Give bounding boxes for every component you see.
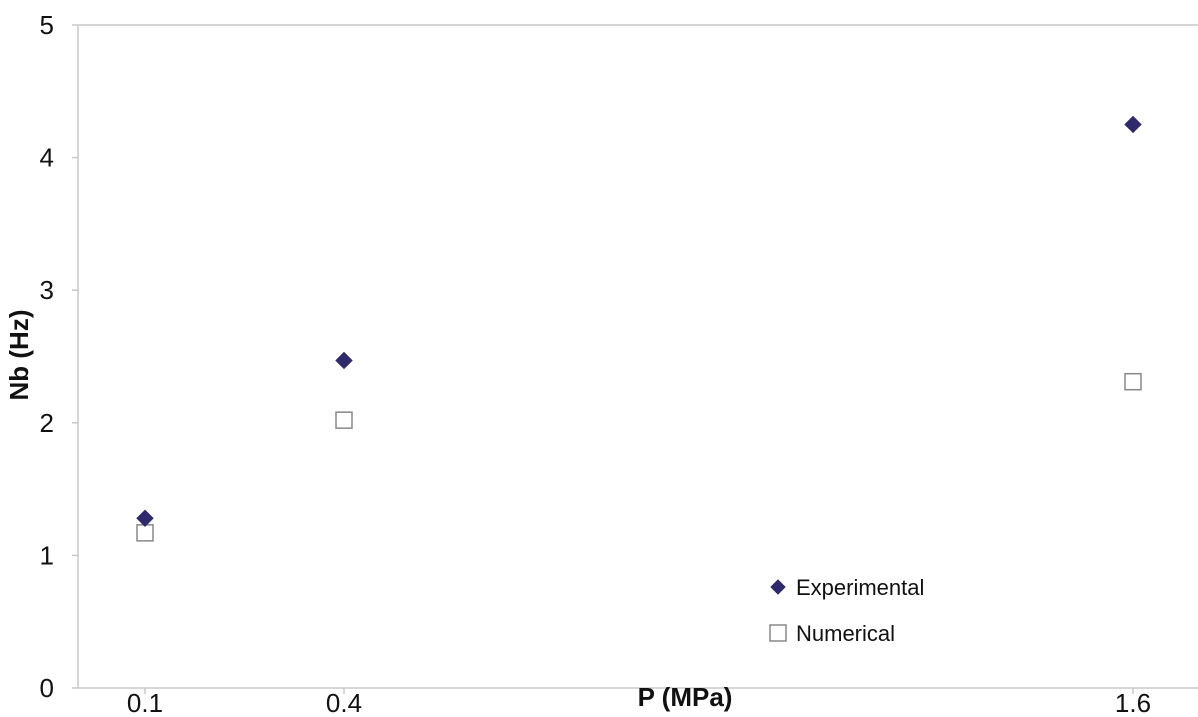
x-tick-label: 0.1 [127, 688, 163, 717]
numerical-point [136, 524, 154, 542]
y-tick-label: 4 [40, 143, 54, 173]
y-tick-label: 3 [40, 275, 54, 305]
y-tick-label: 5 [40, 10, 54, 40]
data-points [136, 115, 1142, 542]
x-tick-label: 0.4 [326, 688, 362, 717]
numerical-point [335, 411, 353, 429]
numerical-point [1124, 372, 1142, 391]
plot-area [77, 24, 1198, 689]
experimental-point [136, 509, 154, 527]
experimental-point [335, 351, 353, 370]
experimental-point [1124, 115, 1142, 134]
x-axis-title: P (MPa) [638, 682, 733, 712]
legend-numerical-label: Numerical [796, 621, 895, 646]
legend: Experimental Numerical [769, 575, 924, 646]
x-axis-ticks: 0.1 0.4 1.6 [127, 688, 1151, 717]
legend-experimental-marker [770, 579, 786, 595]
legend-numerical-marker [769, 624, 787, 642]
legend-experimental-label: Experimental [796, 575, 924, 600]
y-axis-title: Nb (Hz) [4, 310, 34, 401]
y-tick-label: 0 [40, 673, 54, 703]
y-axis-ticks: 0 1 2 3 4 5 [40, 10, 78, 703]
x-tick-label: 1.6 [1115, 688, 1151, 717]
y-tick-label: 1 [40, 540, 54, 570]
y-tick-label: 2 [40, 408, 54, 438]
